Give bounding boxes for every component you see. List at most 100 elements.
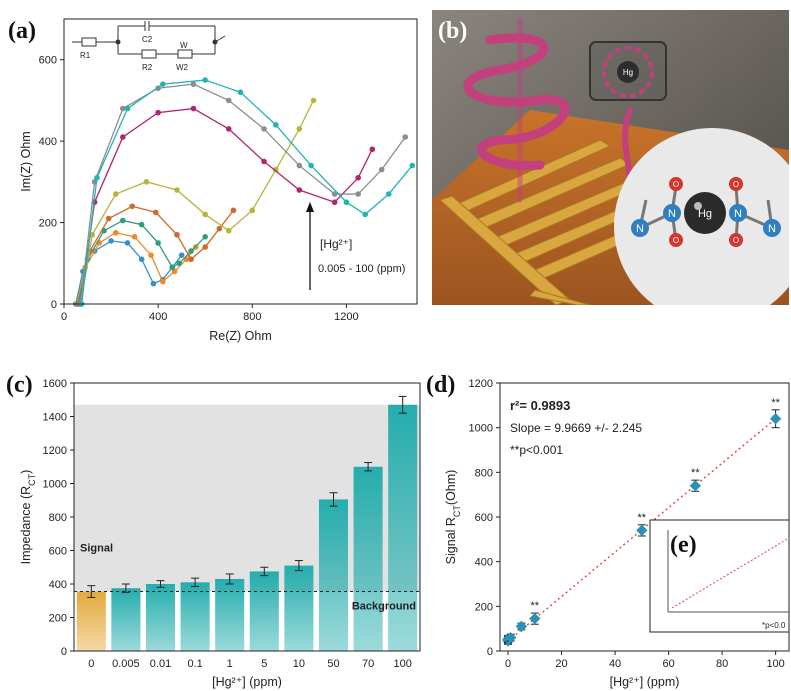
point bbox=[226, 98, 232, 104]
point bbox=[106, 216, 112, 222]
point bbox=[332, 199, 338, 205]
point bbox=[174, 187, 180, 193]
point bbox=[297, 163, 303, 169]
x-tick-label: 100 bbox=[766, 658, 784, 670]
note: Signal bbox=[80, 543, 113, 555]
point bbox=[139, 256, 145, 262]
point bbox=[386, 191, 392, 197]
x-tick-label: 400 bbox=[149, 311, 167, 323]
circuit-label: C2 bbox=[142, 35, 153, 44]
bar bbox=[111, 588, 140, 651]
point bbox=[261, 159, 267, 165]
point bbox=[231, 208, 237, 214]
bar bbox=[77, 592, 106, 651]
y-tick-label: 200 bbox=[49, 613, 67, 625]
axis-title: Impedance (RCT) bbox=[19, 470, 37, 565]
axis-title-part: Signal R bbox=[444, 517, 458, 564]
point bbox=[125, 240, 131, 246]
x-tick-label: 60 bbox=[662, 658, 674, 670]
x-tick-label: 800 bbox=[243, 311, 261, 323]
y-tick-label: 400 bbox=[49, 579, 67, 591]
point bbox=[217, 226, 223, 232]
x-tick-label: 50 bbox=[327, 658, 339, 670]
y-tick-label: 200 bbox=[475, 601, 493, 613]
annotation: [Hg²⁺] bbox=[320, 237, 352, 251]
series-line bbox=[78, 221, 205, 304]
inset-note: *p<0.0 bbox=[762, 621, 786, 630]
point bbox=[188, 248, 194, 254]
point bbox=[148, 252, 154, 258]
point bbox=[369, 146, 375, 152]
x-tick-label: 1 bbox=[227, 658, 233, 670]
point bbox=[226, 228, 232, 234]
bar bbox=[181, 582, 210, 651]
point bbox=[113, 230, 119, 236]
x-tick-label: 40 bbox=[609, 658, 621, 670]
point bbox=[402, 134, 408, 140]
point bbox=[169, 265, 175, 271]
y-tick-label: 0 bbox=[61, 646, 67, 658]
page: { "panel_labels": ["(a)", "(b)", "(c)", … bbox=[0, 0, 791, 691]
y-tick-label: 1000 bbox=[43, 479, 67, 491]
point bbox=[177, 260, 183, 266]
point bbox=[151, 281, 157, 287]
significance-label: ** bbox=[771, 397, 780, 409]
x-tick-label: 10 bbox=[293, 658, 305, 670]
plot-frame bbox=[64, 19, 417, 304]
stat: r²= 0.9893 bbox=[510, 398, 570, 413]
point bbox=[355, 191, 361, 197]
point bbox=[153, 210, 159, 216]
stat: **p<0.001 bbox=[510, 443, 563, 457]
annotation-arrowhead bbox=[306, 202, 314, 212]
point bbox=[516, 621, 527, 632]
point bbox=[362, 212, 368, 218]
panel-label: (c) bbox=[6, 372, 33, 398]
point bbox=[160, 81, 166, 87]
axis-title-part: Impedance (R bbox=[19, 486, 33, 565]
y-tick-label: 200 bbox=[39, 218, 57, 230]
circuit-label: R1 bbox=[80, 51, 91, 60]
point bbox=[636, 525, 647, 536]
note: Background bbox=[352, 601, 416, 613]
y-tick-label: 600 bbox=[475, 512, 493, 524]
point bbox=[311, 98, 317, 104]
x-tick-label: 20 bbox=[555, 658, 567, 670]
stat: Slope = 9.9669 +/- 2.245 bbox=[510, 421, 642, 435]
y-tick-label: 600 bbox=[39, 55, 57, 67]
point bbox=[129, 203, 135, 209]
bar bbox=[319, 499, 348, 651]
significance-label: ** bbox=[531, 600, 540, 612]
point bbox=[202, 234, 208, 240]
atom-label: N bbox=[668, 208, 676, 220]
x-tick-label: 0 bbox=[505, 658, 511, 670]
illustration bbox=[432, 10, 791, 324]
point bbox=[155, 240, 161, 246]
point bbox=[355, 175, 361, 181]
point bbox=[202, 212, 208, 218]
point bbox=[202, 77, 208, 83]
panel-label: (d) bbox=[426, 372, 455, 398]
axis-title: [Hg²⁺] (ppm) bbox=[212, 675, 282, 689]
y-tick-label: 400 bbox=[39, 136, 57, 148]
point bbox=[132, 234, 138, 240]
atom-label: O bbox=[673, 236, 679, 245]
bar bbox=[250, 571, 279, 651]
point bbox=[160, 279, 166, 285]
point bbox=[174, 232, 180, 238]
point bbox=[379, 167, 385, 173]
axis-title: Im(Z) Ohm bbox=[19, 131, 33, 191]
y-tick-label: 600 bbox=[49, 546, 67, 558]
point bbox=[108, 238, 114, 244]
atom-label: O bbox=[673, 180, 679, 189]
y-tick-label: 800 bbox=[49, 512, 67, 524]
x-tick-label: 70 bbox=[362, 658, 374, 670]
point bbox=[261, 126, 267, 132]
axis-title-part: CT bbox=[452, 505, 462, 517]
point bbox=[238, 89, 244, 95]
y-tick-label: 0 bbox=[51, 299, 57, 311]
point bbox=[297, 126, 303, 132]
point bbox=[273, 122, 279, 128]
panel-label: (b) bbox=[438, 18, 467, 44]
point bbox=[191, 81, 197, 87]
point bbox=[139, 222, 145, 228]
